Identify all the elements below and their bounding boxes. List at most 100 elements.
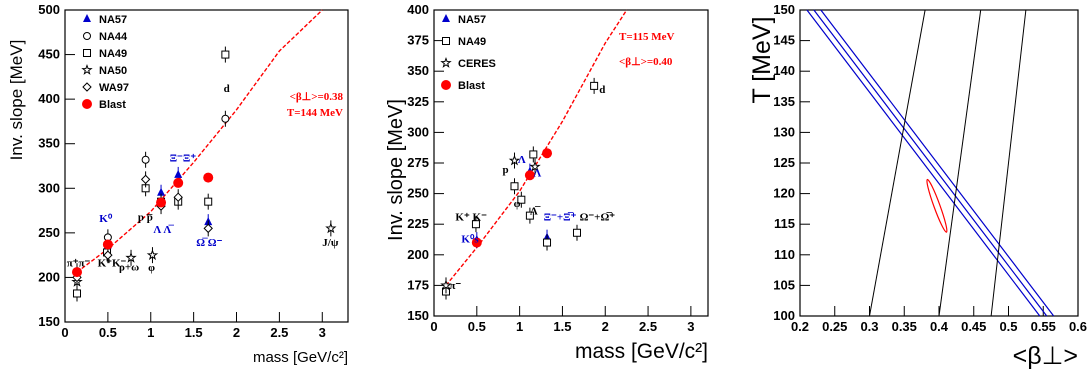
panel-right: 100 105 110 115 120 125 130 135 140 145 150 0.2 0.25… (748, 2, 1087, 370)
data-point-na49 (517, 195, 526, 204)
x-tick-label: 0.55 (1031, 319, 1056, 334)
data-point-na57 (157, 187, 166, 196)
fit-curve (445, 9, 628, 286)
y-tick-label: 135 (773, 94, 795, 109)
x-tick-label: 0.5 (999, 319, 1017, 334)
x-tick-label: 0.3 (860, 319, 878, 334)
particle-label: Λ Λ̅ (153, 224, 174, 236)
y-tick-label: 150 (773, 2, 795, 17)
y-tick-label: 145 (773, 33, 795, 48)
particle-label: d (224, 83, 230, 95)
blue-line (820, 9, 1055, 317)
x-tick-label: 0.35 (892, 319, 917, 334)
y-tick-label: 275 (407, 155, 429, 170)
particle-label: J/ψ (322, 237, 339, 249)
y-tick-label: 130 (773, 124, 795, 139)
legend-label: NA49 (458, 36, 486, 48)
particle-label: Ξ⁻+Ξ̅⁺ (544, 212, 577, 224)
legend-marker (442, 37, 450, 45)
panel-left: 150 200 250 300 350 400 450 500 0 0.5 1 1.5 2 2.5 3 mas… (7, 2, 349, 366)
data-point-blast (542, 148, 553, 159)
legend-marker (82, 82, 92, 92)
legend-marker (442, 14, 450, 22)
legend-marker (83, 32, 91, 40)
data-point-wa97 (140, 174, 151, 185)
data-point-na57 (174, 169, 183, 178)
y-axis-label: Inv. slope [MeV] (7, 40, 26, 161)
data-point-blast (72, 267, 83, 278)
y-tick-label: 450 (38, 47, 60, 62)
particle-label: π⁺π⁻ (67, 258, 91, 270)
x-tick-label: 0.4 (930, 319, 949, 334)
y-tick-label: 500 (38, 2, 60, 17)
data-point-na49 (204, 197, 213, 206)
y-axis-label: T [MeV] (748, 16, 776, 103)
particle-label: p p̅ (138, 211, 153, 223)
particle-label: φ (148, 262, 155, 274)
data-point-na49 (221, 50, 230, 59)
data-point-blast (524, 170, 535, 181)
x-tick-label: 2.5 (270, 325, 288, 340)
particle-label: ρ+ω (119, 261, 139, 273)
x-axis-label: mass [GeV/c²] (575, 340, 708, 363)
x-axis-label: mass [GeV/c²] (253, 349, 348, 366)
y-tick-label: 300 (38, 180, 60, 195)
data-point-na50 (325, 222, 337, 234)
x-axis-label: <β⊥> (1013, 342, 1078, 370)
data-point-na49 (510, 182, 519, 191)
legend-marker (82, 99, 92, 109)
y-tick-label: 115 (774, 216, 795, 231)
y-tick-label: 350 (38, 136, 60, 151)
legend-label: CERES (458, 58, 496, 70)
data-point-na49 (525, 211, 534, 220)
blue-line (813, 9, 1048, 317)
x-tick-label: 1 (147, 325, 154, 340)
y-tick-label: 150 (38, 314, 60, 329)
legend-marker (81, 64, 93, 75)
y-tick-label: 250 (407, 186, 429, 201)
x-tick-label: 0.25 (822, 319, 847, 334)
data-point-ceres (508, 154, 521, 166)
legend-label: NA44 (99, 31, 128, 43)
particle-label: Ω̅ Ω⁻ (196, 237, 222, 249)
legend-label: NA50 (99, 65, 127, 77)
y-tick-label: 125 (773, 155, 795, 170)
y-tick-label: 250 (38, 225, 60, 240)
y-tick-label: 200 (38, 269, 60, 284)
y-tick-label: 110 (774, 247, 795, 262)
y-tick-label: 325 (407, 94, 429, 109)
fit-label-beta: <β⊥>=0.38 (290, 91, 344, 103)
data-point-na44 (221, 114, 230, 123)
y-tick-label: 120 (773, 186, 795, 201)
particle-label: π⁻ (449, 280, 461, 292)
particle-label: K⁺K⁻ (98, 258, 127, 270)
y-tick-label: 225 (407, 216, 429, 231)
particle-label: Ω⁻+Ω̅⁺ (580, 212, 616, 224)
x-tick-label: 0 (430, 319, 437, 334)
x-tick-label: 0.5 (99, 325, 117, 340)
y-tick-label: 300 (407, 124, 429, 139)
fit-contour (926, 178, 948, 233)
data-point-na49 (471, 220, 480, 229)
y-tick-label: 105 (773, 277, 795, 292)
x-tick-label: 1.5 (553, 319, 571, 334)
x-tick-label: 3 (319, 325, 326, 340)
particle-label: K⁺ K⁻ (455, 212, 487, 224)
data-point-wa97 (203, 223, 213, 234)
blue-line (806, 9, 1041, 317)
y-tick-label: 150 (407, 308, 429, 323)
panel-middle: 150 175 200 225 250 275 300 325 350 375 400 0 0.5 1 1.… (385, 2, 709, 363)
x-tick-label: 2.5 (639, 319, 657, 334)
y-tick-label: 100 (773, 308, 795, 323)
particle-label: Λ (533, 167, 541, 179)
legend-label: Blast (458, 80, 485, 92)
particle-label: d (599, 84, 605, 96)
particle-label: Λ (518, 154, 526, 166)
data-point-wa97 (103, 250, 113, 260)
data-point-blast (471, 237, 482, 248)
data-point-blast (156, 197, 167, 208)
data-point-na49 (529, 150, 538, 159)
data-point-blast (173, 177, 184, 188)
x-tick-label: 0.2 (791, 319, 809, 334)
y-tick-label: 140 (773, 63, 795, 78)
